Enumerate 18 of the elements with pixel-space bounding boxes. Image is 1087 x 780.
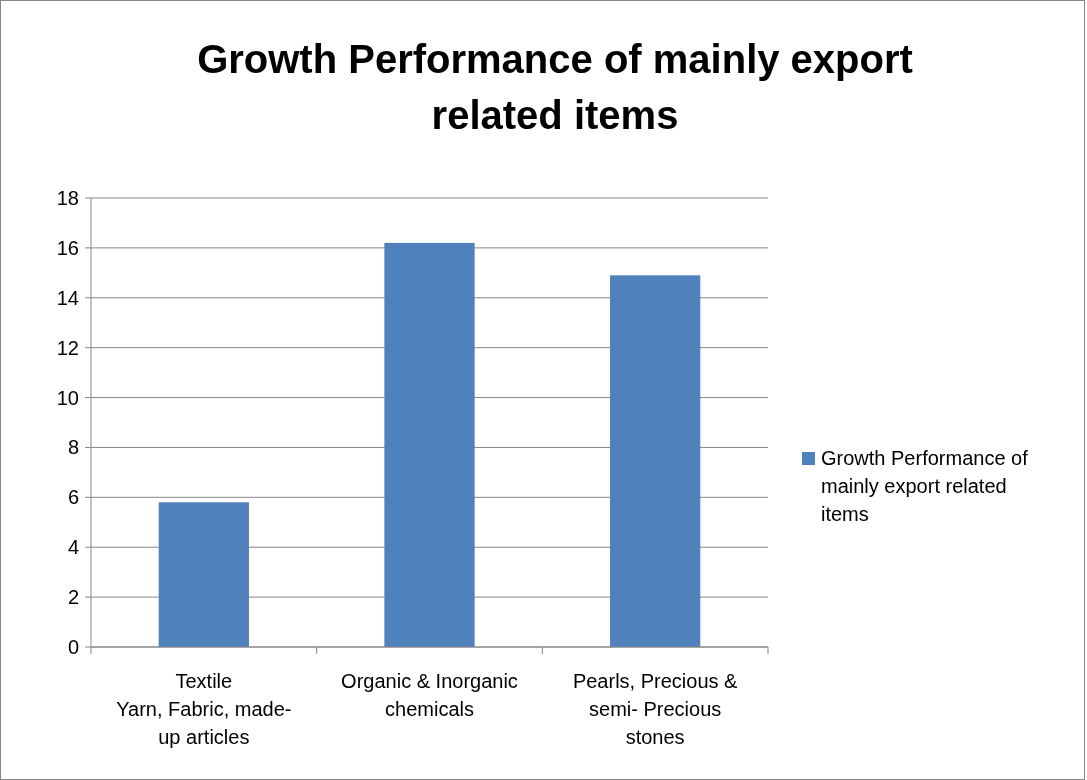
y-tick-label: 12: [56, 336, 79, 359]
bar: [610, 275, 701, 647]
chart-title: Growth Performance of mainly export related items: [197, 37, 913, 137]
y-tick-label: 8: [67, 436, 79, 459]
y-tick-label: 4: [67, 536, 79, 559]
y-tick-label: 0: [67, 636, 79, 658]
bar: [158, 502, 249, 647]
bar: [384, 242, 475, 647]
y-tick-label: 18: [56, 187, 79, 209]
y-tick-label: 6: [67, 486, 79, 509]
y-tick-label: 16: [56, 236, 79, 259]
legend-label: Growth Performance of mainly export related items: [821, 447, 1029, 525]
y-tick-label: 14: [56, 286, 79, 309]
y-tick-label: 10: [56, 386, 79, 409]
x-tick-label: Textile Yarn, Fabric, made- up articles: [116, 670, 292, 748]
x-tick-label: Organic & Inorganic chemicals: [341, 670, 518, 720]
x-tick-label: Pearls, Precious & semi- Precious stones: [572, 670, 739, 748]
y-tick-label: 2: [67, 586, 79, 609]
